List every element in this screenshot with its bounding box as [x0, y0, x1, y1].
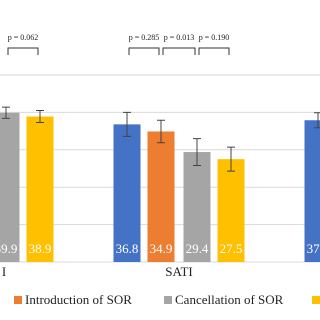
bar: [113, 124, 141, 262]
value-label: 37.9: [307, 241, 320, 256]
error-bar: [227, 146, 235, 172]
legend-label: Introduction of SOR: [25, 292, 132, 307]
error-bar: [123, 111, 131, 137]
significance-bracket: [128, 47, 160, 55]
legend-swatch: [14, 296, 22, 304]
legend-label: Cancellation of SOR: [175, 292, 284, 307]
value-label: 34.9: [150, 241, 173, 256]
value-label: 29.4: [186, 241, 209, 256]
value-label: 27.5: [220, 241, 243, 256]
significance-bracket: [162, 47, 196, 55]
value-label: 39.9: [0, 241, 17, 256]
p-value: p = 0.062: [8, 33, 39, 42]
error-bar: [193, 138, 201, 167]
error-bar: [157, 119, 165, 144]
legend-swatch: [164, 296, 172, 304]
error-bar: [314, 112, 320, 129]
p-value: p = 0.285: [129, 33, 160, 42]
p-value: p = 0.190: [199, 33, 230, 42]
bar: [217, 159, 245, 262]
error-bar: [36, 110, 44, 123]
value-label: 38.9: [29, 241, 52, 256]
x-tick-label: I: [2, 264, 6, 279]
error-bar: [2, 106, 10, 119]
bar: [26, 116, 54, 262]
significance-bracket: [7, 47, 39, 55]
bar: [147, 131, 175, 262]
bar: [304, 120, 320, 262]
bar: [0, 112, 20, 262]
bar: [183, 152, 211, 262]
significance-bracket: [198, 47, 230, 55]
value-label: 36.8: [116, 241, 139, 256]
p-value: p = 0.013: [164, 33, 195, 42]
x-tick-label: SATI: [165, 264, 192, 279]
legend-swatch: [312, 296, 320, 304]
